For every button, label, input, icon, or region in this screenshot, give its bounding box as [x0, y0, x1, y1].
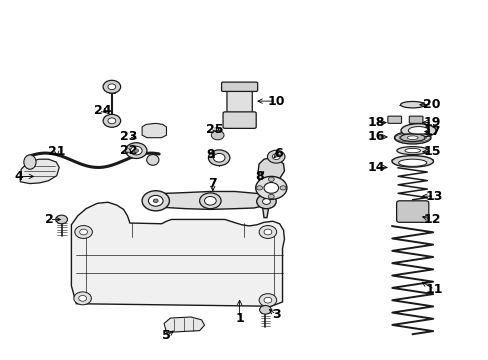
Circle shape: [130, 146, 142, 155]
Circle shape: [79, 296, 86, 301]
Text: 5: 5: [162, 329, 170, 342]
FancyBboxPatch shape: [221, 82, 257, 91]
Circle shape: [262, 199, 270, 204]
Circle shape: [259, 294, 276, 307]
Ellipse shape: [400, 124, 435, 137]
Ellipse shape: [232, 84, 246, 89]
Ellipse shape: [146, 154, 159, 165]
Polygon shape: [258, 158, 284, 218]
Circle shape: [259, 306, 271, 314]
Circle shape: [108, 118, 116, 124]
Text: 10: 10: [267, 95, 285, 108]
Text: 14: 14: [366, 161, 384, 174]
Circle shape: [267, 150, 285, 163]
Circle shape: [259, 226, 276, 238]
Text: 1: 1: [235, 311, 244, 325]
Circle shape: [142, 191, 169, 211]
Text: 4: 4: [15, 170, 23, 183]
Circle shape: [108, 84, 116, 90]
Text: 9: 9: [205, 148, 214, 161]
Text: 13: 13: [425, 190, 443, 203]
Circle shape: [204, 197, 216, 205]
Ellipse shape: [398, 159, 426, 166]
Polygon shape: [71, 202, 284, 306]
Text: 12: 12: [423, 213, 440, 226]
Text: 11: 11: [425, 283, 443, 296]
FancyBboxPatch shape: [226, 87, 252, 117]
Text: 8: 8: [254, 170, 263, 183]
Circle shape: [125, 143, 147, 158]
Circle shape: [148, 195, 163, 206]
Text: 16: 16: [366, 130, 384, 144]
Ellipse shape: [400, 102, 424, 108]
Ellipse shape: [407, 136, 417, 139]
FancyBboxPatch shape: [223, 112, 256, 129]
Text: 23: 23: [120, 130, 137, 144]
Circle shape: [256, 186, 262, 190]
Text: 17: 17: [423, 125, 440, 138]
Circle shape: [272, 154, 280, 159]
Circle shape: [264, 229, 271, 235]
Circle shape: [211, 131, 224, 140]
Circle shape: [268, 194, 274, 199]
FancyBboxPatch shape: [387, 116, 401, 123]
FancyBboxPatch shape: [396, 201, 428, 222]
Text: 18: 18: [366, 116, 384, 129]
Ellipse shape: [407, 127, 428, 134]
Ellipse shape: [394, 131, 430, 144]
Circle shape: [268, 177, 274, 181]
Polygon shape: [142, 123, 166, 138]
Text: 21: 21: [48, 145, 65, 158]
Ellipse shape: [24, 155, 36, 169]
Circle shape: [80, 229, 87, 235]
Circle shape: [208, 150, 229, 166]
Ellipse shape: [400, 134, 424, 141]
Text: 6: 6: [274, 147, 283, 159]
Text: 25: 25: [206, 123, 224, 136]
Circle shape: [280, 186, 285, 190]
Ellipse shape: [396, 147, 427, 154]
Circle shape: [153, 199, 158, 203]
FancyBboxPatch shape: [408, 116, 422, 123]
Circle shape: [256, 194, 276, 209]
Circle shape: [264, 183, 278, 193]
Polygon shape: [163, 317, 204, 332]
Text: 7: 7: [208, 177, 217, 190]
Circle shape: [264, 297, 271, 303]
Text: 20: 20: [423, 98, 440, 111]
Circle shape: [103, 80, 121, 93]
Text: 22: 22: [120, 144, 137, 157]
Text: 24: 24: [94, 104, 112, 117]
Text: 2: 2: [45, 213, 54, 226]
Text: 3: 3: [271, 308, 280, 321]
Polygon shape: [147, 192, 268, 210]
Text: 19: 19: [423, 116, 440, 129]
Ellipse shape: [391, 158, 432, 163]
Ellipse shape: [404, 148, 420, 153]
Circle shape: [56, 215, 67, 224]
Circle shape: [75, 226, 92, 238]
Text: 15: 15: [423, 145, 440, 158]
Circle shape: [134, 149, 139, 152]
Circle shape: [103, 114, 121, 127]
Ellipse shape: [391, 156, 432, 167]
Circle shape: [74, 292, 91, 305]
Circle shape: [213, 153, 224, 162]
Polygon shape: [20, 159, 59, 184]
Circle shape: [199, 193, 221, 209]
Circle shape: [255, 176, 286, 199]
